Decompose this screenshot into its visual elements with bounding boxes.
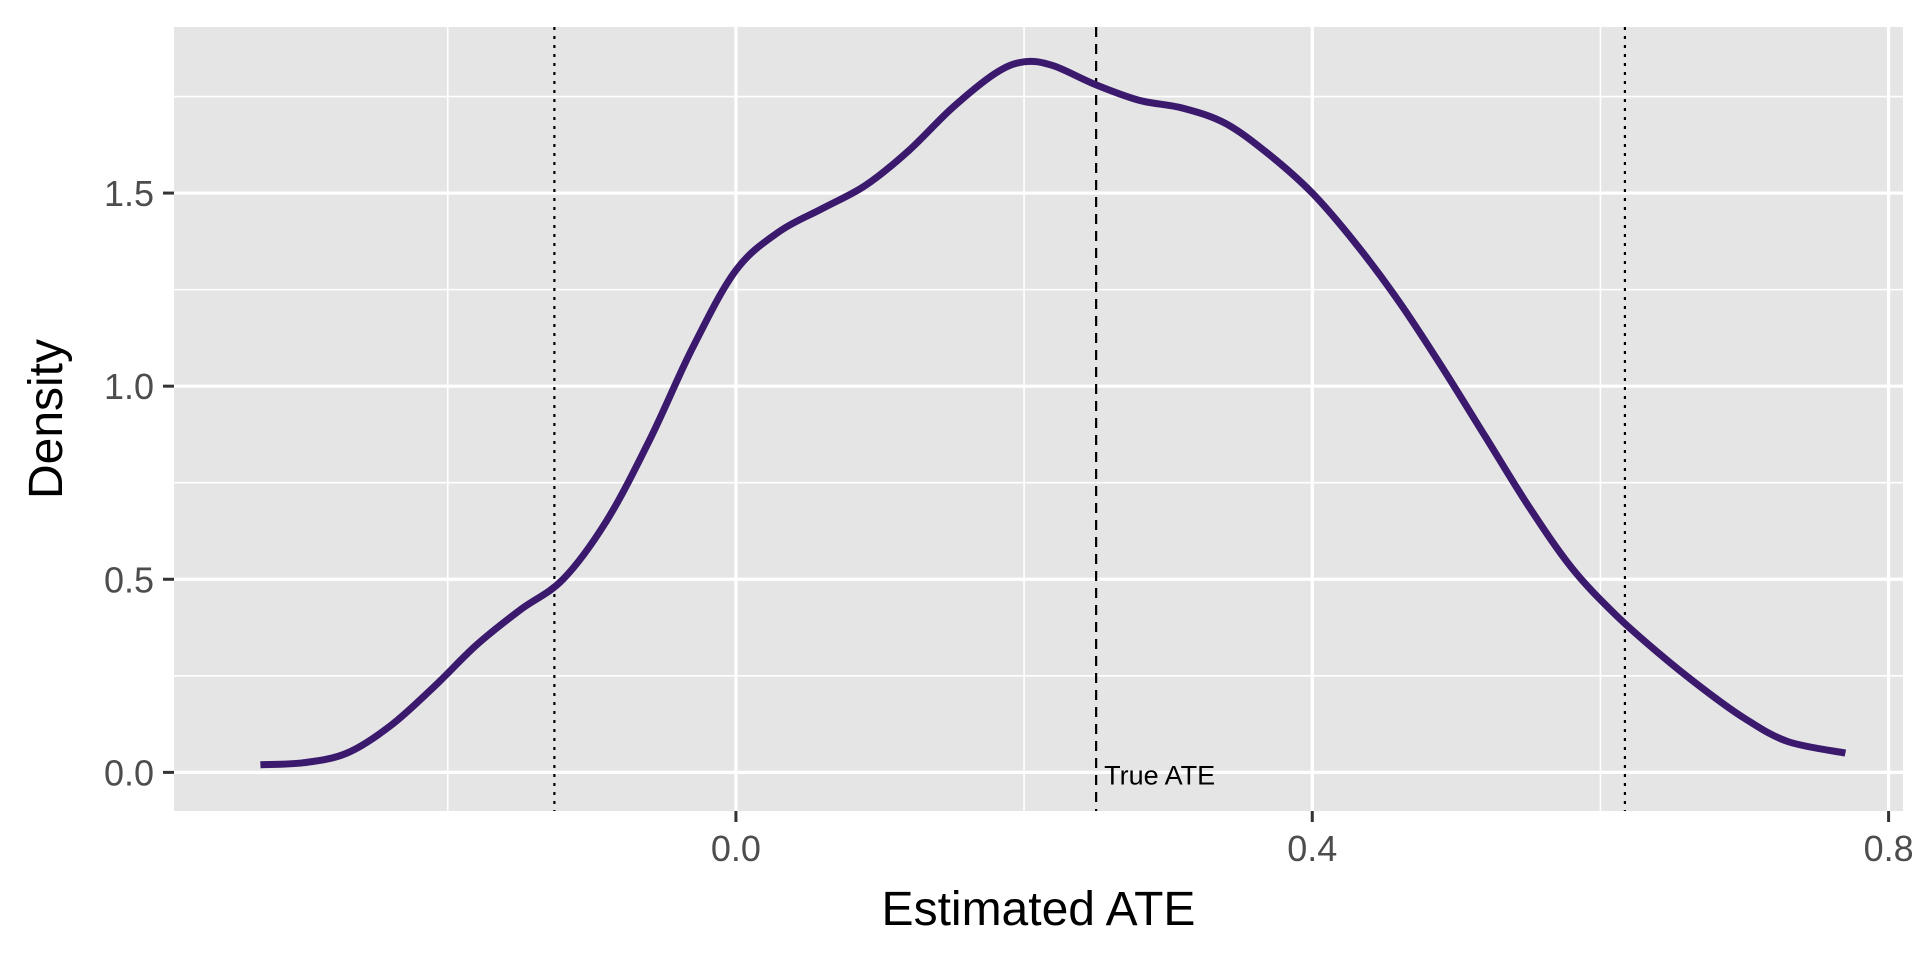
y-tick-label: 0.5: [104, 559, 154, 600]
y-tick-label: 1.5: [104, 173, 154, 214]
y-axis: 0.0 0.5 1.0 1.5: [104, 173, 174, 793]
y-tick-label: 0.0: [104, 752, 154, 793]
reference-lines: [553, 27, 1627, 811]
x-tick-label: 0.4: [1287, 828, 1337, 869]
y-tick-label: 1.0: [104, 366, 154, 407]
x-axis: 0.0 0.4 0.8: [711, 811, 1914, 869]
minor-gridlines: [174, 27, 1903, 811]
x-axis-title: Estimated ATE: [882, 883, 1196, 936]
x-tick-label: 0.0: [711, 828, 761, 869]
x-tick-label: 0.8: [1864, 828, 1914, 869]
plot-panel: [174, 27, 1903, 811]
density-curve: [260, 57, 1847, 769]
y-axis-title: Density: [20, 339, 73, 499]
true-ate-label: True ATE: [1104, 760, 1215, 790]
major-gridlines: [174, 27, 1903, 811]
